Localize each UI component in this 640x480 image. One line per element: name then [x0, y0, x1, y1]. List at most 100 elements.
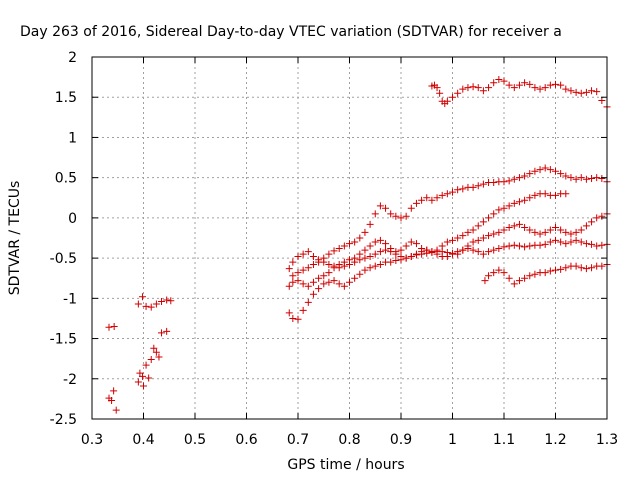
data-point-marker [392, 257, 400, 265]
data-point-marker [464, 228, 472, 236]
data-point-marker [546, 238, 554, 246]
data-point-marker [299, 266, 307, 274]
data-point-marker [134, 378, 142, 386]
data-point-marker [142, 302, 150, 310]
data-point-marker [510, 84, 518, 92]
data-point-marker [474, 222, 482, 230]
data-point-marker [567, 174, 575, 182]
data-point-marker [582, 88, 590, 96]
x-tick-label: 1.2 [544, 432, 566, 448]
data-point-marker [376, 261, 384, 269]
data-point-marker [412, 240, 420, 248]
data-point-marker [428, 248, 436, 256]
data-point-marker [299, 280, 307, 288]
data-points [105, 76, 611, 414]
data-point-marker [418, 196, 426, 204]
data-point-marker [351, 258, 359, 266]
data-point-marker [474, 84, 482, 92]
data-point-marker [459, 246, 467, 254]
x-tick-label: 1 [448, 432, 457, 448]
data-point-marker [392, 250, 400, 258]
data-point-marker [515, 198, 523, 206]
data-point-marker [320, 272, 328, 280]
data-point-marker [376, 236, 384, 244]
data-point-marker [330, 262, 338, 270]
y-tick-label: 0.5 [55, 171, 77, 187]
data-point-marker [521, 172, 529, 180]
data-point-marker [289, 272, 297, 280]
data-point-marker [541, 240, 549, 248]
data-point-marker [572, 228, 580, 236]
data-point-marker [454, 248, 462, 256]
data-point-marker [304, 248, 312, 256]
data-point-marker [366, 220, 374, 228]
data-point-marker [112, 406, 120, 414]
data-point-marker [433, 250, 441, 258]
data-point-marker [387, 248, 395, 256]
data-point-marker [515, 277, 523, 285]
data-point-marker [531, 191, 539, 199]
y-tick-label: -1 [63, 291, 77, 307]
data-point-marker [304, 282, 312, 290]
data-point-marker [485, 232, 493, 240]
data-point-marker [526, 80, 534, 88]
data-point-marker [285, 265, 293, 273]
x-axis-label: GPS time / hours [287, 457, 404, 473]
data-point-marker [521, 243, 529, 251]
data-point-marker [495, 76, 503, 84]
data-point-marker [436, 89, 444, 97]
data-point-marker [134, 300, 142, 308]
data-point-marker [285, 309, 293, 317]
data-point-marker [335, 280, 343, 288]
data-point-marker [376, 248, 384, 256]
data-point-marker [582, 175, 590, 183]
data-point-marker [469, 226, 477, 234]
data-point-marker [407, 253, 415, 261]
data-point-marker [361, 266, 369, 274]
data-point-marker [562, 190, 570, 198]
data-point-marker [150, 344, 158, 352]
data-point-marker [500, 204, 508, 212]
x-tick-label: 0.3 [81, 432, 103, 448]
data-point-marker [361, 254, 369, 262]
data-point-marker [546, 267, 554, 275]
data-point-marker [285, 282, 293, 290]
data-point-marker [531, 84, 539, 92]
data-point-marker [510, 222, 518, 230]
data-point-marker [335, 264, 343, 272]
x-tick-label: 0.9 [390, 432, 412, 448]
data-point-marker [443, 238, 451, 246]
data-point-marker [330, 277, 338, 285]
data-point-marker [361, 228, 369, 236]
data-point-marker [371, 262, 379, 270]
data-point-marker [510, 175, 518, 183]
data-point-marker [449, 250, 456, 258]
data-point-marker [479, 87, 487, 95]
data-point-marker [309, 290, 317, 298]
data-point-marker [500, 77, 508, 85]
data-point-marker [546, 226, 554, 234]
data-point-marker [340, 242, 348, 250]
data-point-marker [315, 285, 323, 293]
data-point-marker [340, 282, 348, 290]
data-point-marker [546, 166, 554, 174]
data-point-marker [147, 303, 155, 311]
data-point-marker [521, 196, 529, 204]
data-point-marker [361, 246, 369, 254]
x-tick-label: 0.8 [338, 432, 360, 448]
data-point-marker [346, 278, 353, 286]
data-point-marker [335, 244, 343, 252]
data-point-marker [490, 246, 498, 254]
data-point-marker [536, 241, 544, 249]
data-point-marker [356, 234, 364, 242]
data-point-marker [490, 210, 498, 218]
data-point-marker [469, 246, 477, 254]
data-point-marker [479, 250, 487, 258]
data-point-marker [346, 240, 353, 248]
data-point-marker [531, 167, 539, 175]
data-point-marker [500, 269, 508, 277]
data-point-marker [294, 269, 302, 277]
data-point-marker [449, 236, 456, 244]
data-point-marker [495, 228, 503, 236]
